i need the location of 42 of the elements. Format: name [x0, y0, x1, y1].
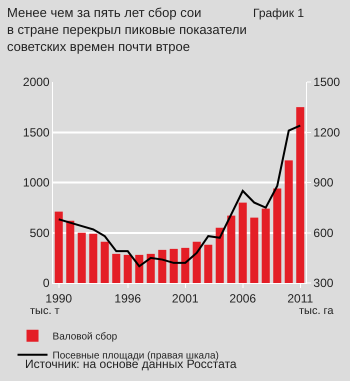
y2-axis-title: тыс. га: [299, 305, 334, 317]
y2-tick-label: 600: [313, 226, 334, 240]
bar: [181, 248, 190, 283]
y2-tick-label: 300: [313, 276, 334, 290]
x-tick-label: 1990: [45, 291, 72, 306]
bar: [170, 248, 178, 283]
legend-label: Валовой сбор: [52, 332, 118, 343]
bar: [112, 254, 120, 283]
text: График 1: [253, 6, 304, 20]
bar: [146, 254, 155, 283]
bar: [273, 188, 282, 283]
x-tick-label: 2006: [229, 291, 256, 306]
y-axis-title: тыс. т: [30, 305, 60, 317]
y2-tick-label: 1500: [313, 75, 340, 90]
y-tick-label: 1500: [22, 125, 50, 140]
bar: [54, 212, 63, 283]
y-tick-label: 0: [42, 276, 50, 290]
bar: [124, 254, 132, 283]
chart-title: Менее чем за пять лет сбор сои в стране перекрыл пиковые показатели советских времен почти втрое: [7, 5, 247, 54]
line-series: [58, 124, 302, 268]
bar: [296, 107, 304, 283]
y2-tick-label: 900: [313, 176, 334, 190]
bar: [204, 244, 212, 283]
y2-tick-label: 1200: [313, 125, 340, 140]
bar: [89, 234, 98, 283]
bar: [100, 242, 109, 283]
bar: [158, 250, 166, 283]
bar: [78, 232, 86, 283]
y-tick-label: 2000: [22, 75, 50, 90]
bar: [238, 202, 247, 283]
bar: [216, 228, 224, 283]
bar: [227, 216, 236, 283]
bar: [66, 220, 74, 283]
bar: [250, 218, 258, 283]
bar: [284, 160, 293, 283]
x-tick-label: 2011: [287, 291, 314, 306]
y-tick-label: 1000: [22, 176, 50, 190]
x-tick-label: 1996: [114, 291, 142, 306]
x-tick-label: 2001: [172, 291, 199, 306]
bar: [192, 242, 201, 283]
bar: [262, 208, 270, 283]
y-tick-label: 500: [30, 226, 50, 240]
